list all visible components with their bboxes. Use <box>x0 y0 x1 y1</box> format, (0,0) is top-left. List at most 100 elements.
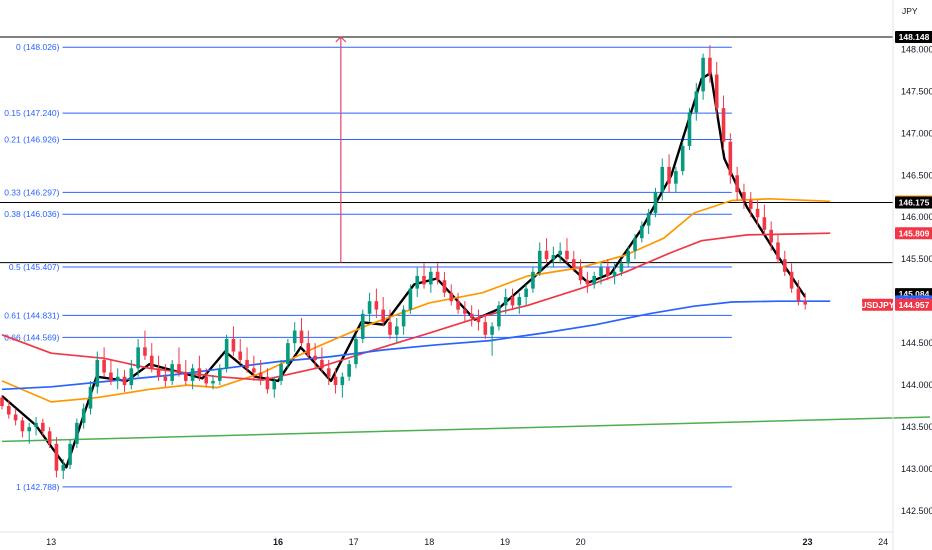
candle-body <box>517 296 522 306</box>
candle-body <box>306 343 311 356</box>
candle-body <box>340 376 345 386</box>
candle-body <box>177 364 181 373</box>
candle-body <box>218 368 222 381</box>
candle-body <box>129 368 134 386</box>
candle-body <box>435 271 440 281</box>
price-tag-label: 144.957 <box>899 300 930 310</box>
horizontal-lines <box>0 36 893 264</box>
candle-body <box>347 364 351 377</box>
candle-body <box>286 343 290 365</box>
candle-body <box>551 255 556 260</box>
candle-body <box>701 57 705 92</box>
candle-body <box>476 317 481 323</box>
indicator-line <box>1 416 931 443</box>
candle-body <box>109 372 113 381</box>
fib-level-label: 0.33 (146.297) <box>4 187 59 197</box>
price-tick-label: 146.500 <box>901 170 932 180</box>
candle-body <box>449 292 454 302</box>
candle-body <box>388 322 392 335</box>
candle-body <box>183 372 188 381</box>
candle-body <box>497 305 501 327</box>
time-tick-label: 24 <box>878 537 888 547</box>
candle-body <box>47 431 52 444</box>
candle-body <box>27 427 32 432</box>
candle-body <box>88 386 93 409</box>
candle-body <box>606 267 610 276</box>
fib-level-label: 0.61 (144.831) <box>4 310 59 320</box>
candle-body <box>748 200 753 209</box>
candle-body <box>755 208 760 218</box>
candle-body <box>544 250 549 260</box>
time-tick-label: 17 <box>349 537 359 547</box>
candle-body <box>633 238 637 251</box>
candle-body <box>163 376 168 381</box>
price-tick-label: 146.000 <box>901 212 932 222</box>
measure-arrow-head <box>335 36 347 43</box>
candle-body <box>503 296 508 306</box>
candle-body <box>81 408 86 423</box>
candle-body <box>360 313 365 339</box>
candle-body <box>156 368 161 377</box>
price-tags: 148.148146.187146.175145.809145.084144.9… <box>860 30 932 311</box>
candle-body <box>204 376 209 384</box>
candle-body <box>674 171 678 184</box>
candle-body <box>524 288 528 297</box>
candle-body <box>299 330 304 344</box>
currency-label: JPY <box>902 6 918 16</box>
candle-body <box>429 271 433 285</box>
candle-body <box>612 271 617 276</box>
price-tag-label: 146.175 <box>899 198 930 208</box>
price-tick-label: 144.000 <box>901 380 932 390</box>
candle-body <box>75 422 79 444</box>
candle-body <box>442 280 447 293</box>
candle-body <box>143 347 147 356</box>
candle-body <box>558 250 562 256</box>
candle-body <box>537 250 542 272</box>
symbol-tag <box>862 298 893 311</box>
candle-body <box>592 276 596 285</box>
candle-body <box>102 359 106 373</box>
candle-body <box>721 108 726 142</box>
candle-body <box>190 368 195 381</box>
candle-body <box>354 338 358 365</box>
candle-body <box>211 380 215 384</box>
candle-body <box>571 259 576 268</box>
candle-body <box>626 250 631 264</box>
candle-body <box>149 355 154 369</box>
candle-body <box>0 397 4 407</box>
candle-body <box>456 301 460 310</box>
candle-body <box>13 414 18 421</box>
price-tag <box>895 227 932 240</box>
candle-body <box>714 74 719 109</box>
candle-body <box>326 368 331 377</box>
price-tick-label: 143.000 <box>901 464 932 474</box>
candle-body <box>367 301 372 314</box>
candle-body <box>578 267 583 281</box>
time-tick-label: 18 <box>424 537 434 547</box>
time-tick-label: 19 <box>500 537 510 547</box>
candle-body <box>292 330 297 344</box>
indicator-line <box>1 71 807 469</box>
candle-body <box>803 301 808 305</box>
indicator-lines <box>1 71 931 469</box>
candle-body <box>728 141 733 176</box>
candle-body <box>490 326 494 335</box>
fib-level-label: 0.15 (147.240) <box>4 108 59 118</box>
candle-body <box>483 322 488 335</box>
fib-level-label: 0.5 (145.407) <box>9 262 60 272</box>
time-tick-label: 23 <box>802 537 812 547</box>
candle-body <box>381 309 385 323</box>
candle-body <box>510 296 515 306</box>
candle-body <box>54 443 59 471</box>
candle-body <box>694 91 699 113</box>
candle-body <box>170 364 174 381</box>
price-tag <box>895 196 932 209</box>
candle-body <box>265 376 270 390</box>
candle-body <box>680 145 685 172</box>
candle-body <box>769 229 773 243</box>
candle-body <box>20 420 25 432</box>
candle-body <box>646 213 651 226</box>
candle-body <box>41 422 45 432</box>
fibonacci-retracement: 0 (148.026) 0.15 (147.240) 0.21 (146.926) 0… <box>4 42 732 492</box>
